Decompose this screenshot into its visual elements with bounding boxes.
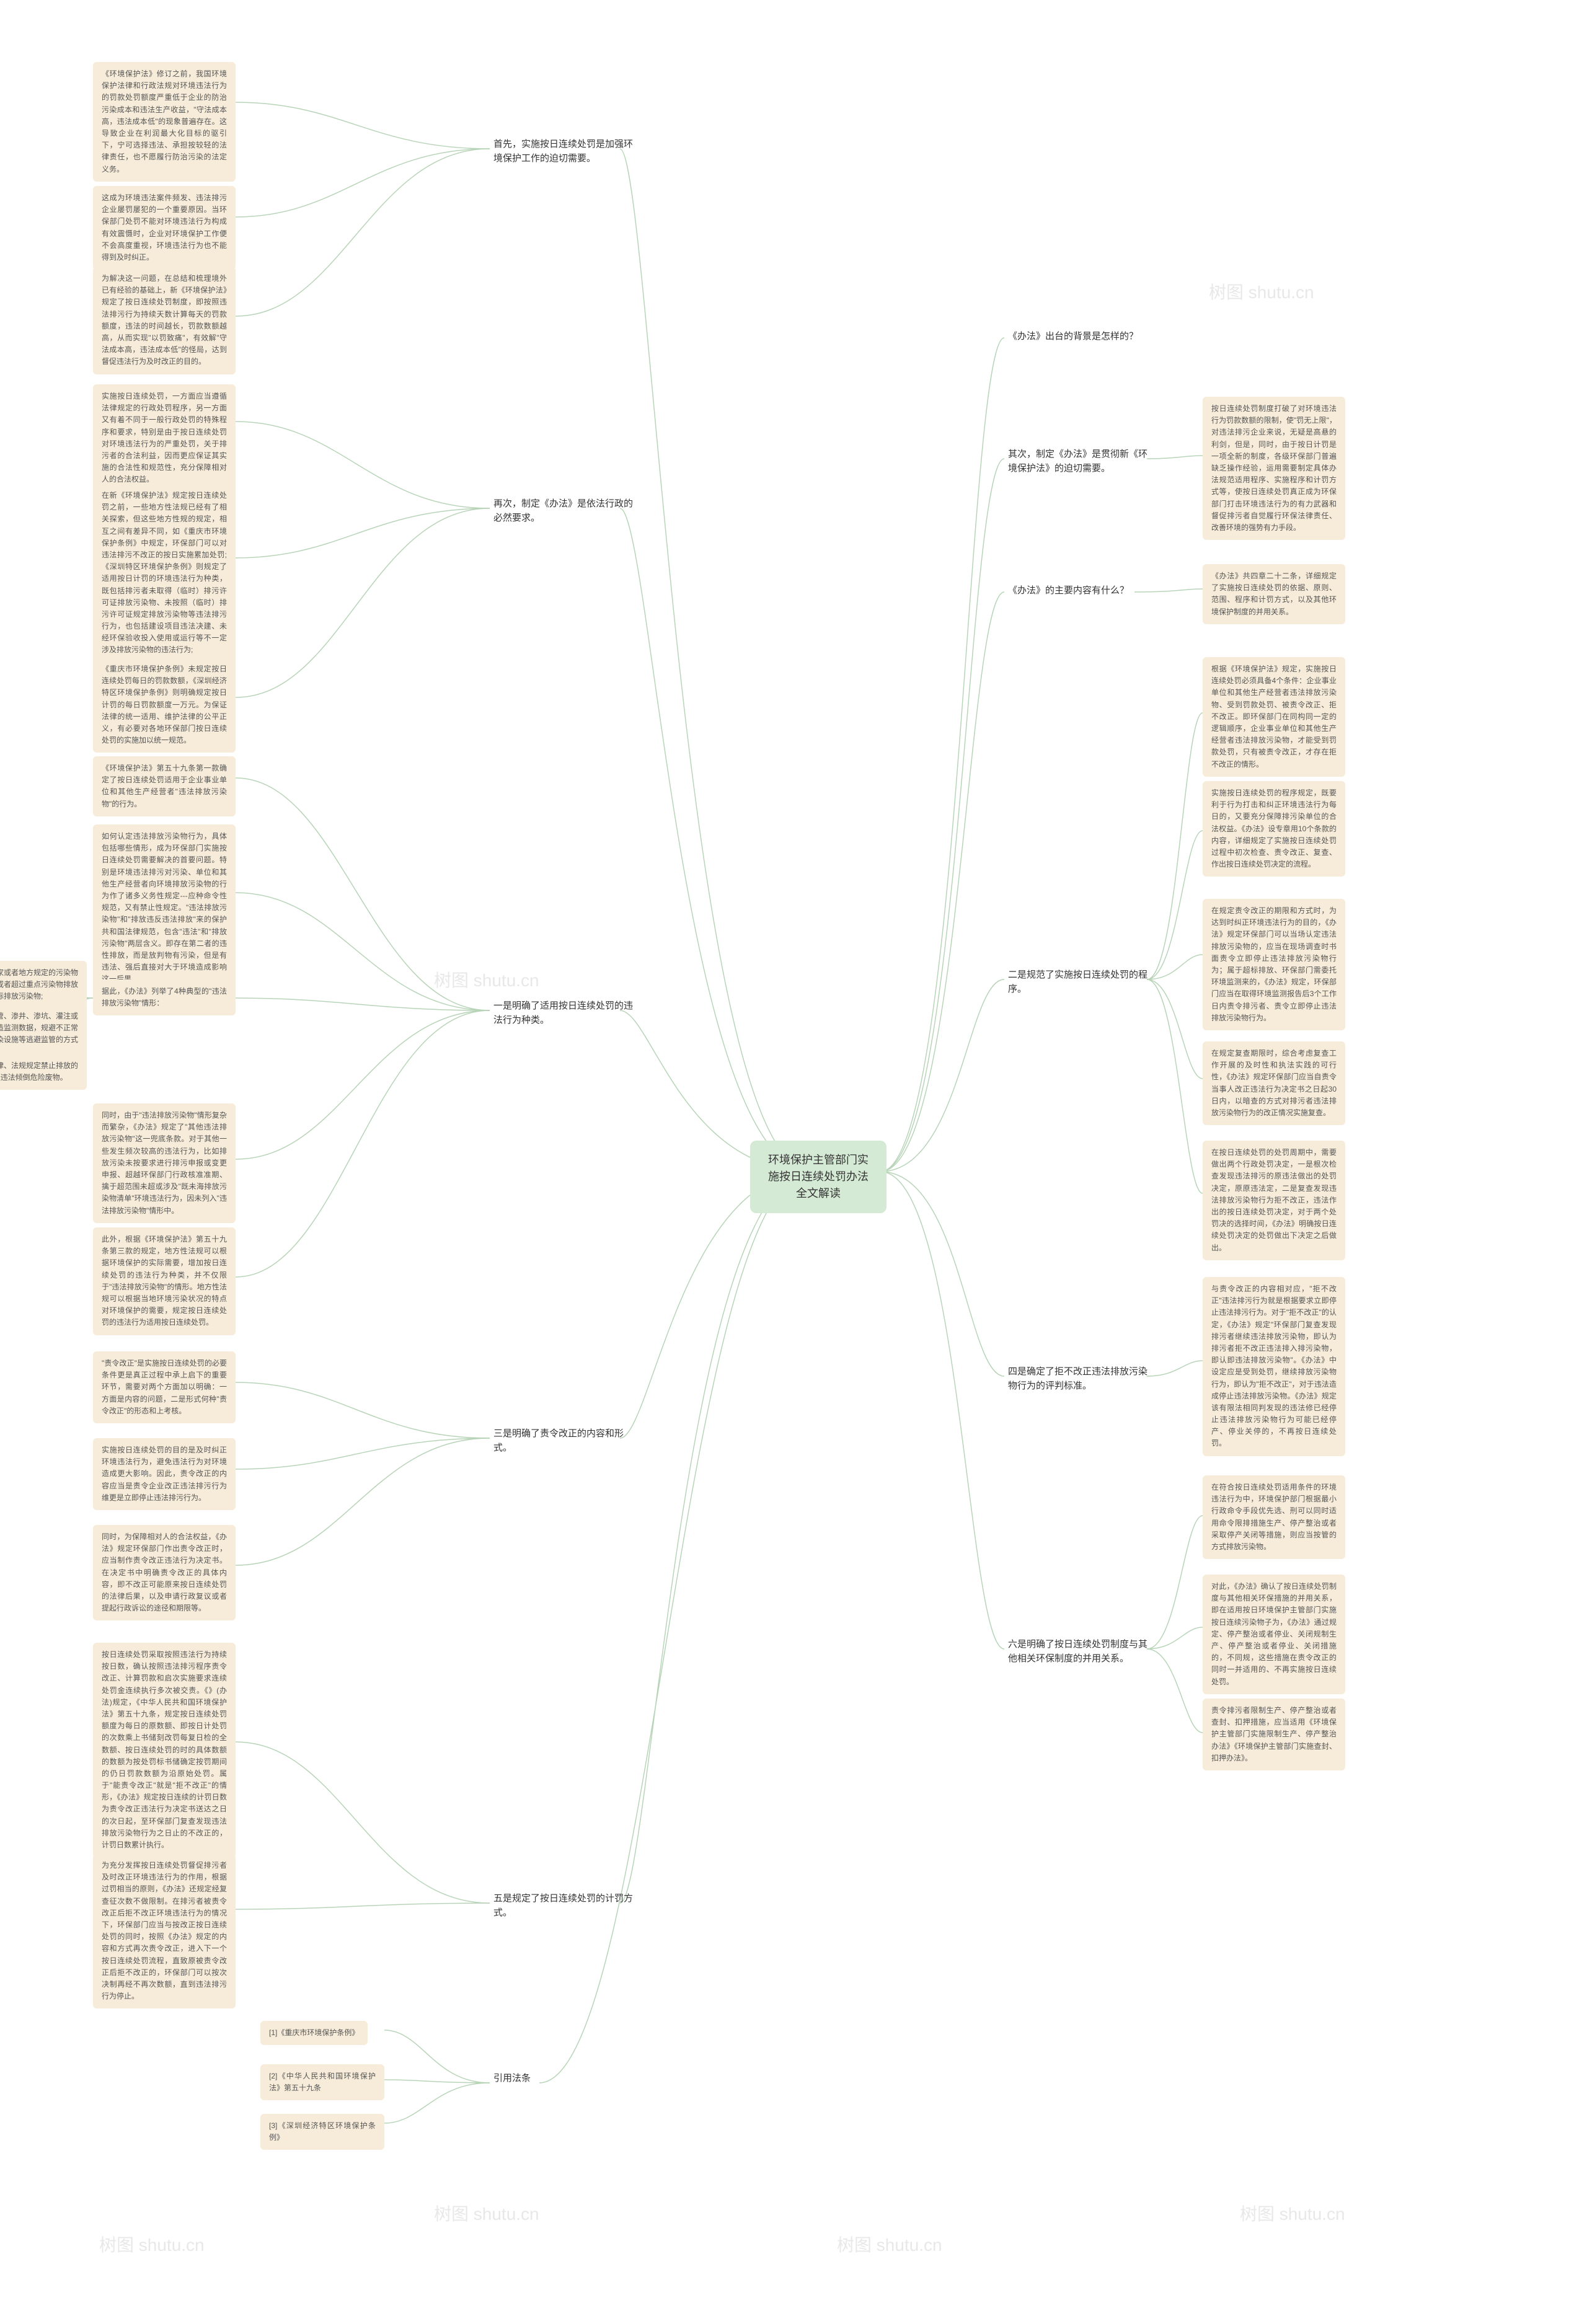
left-leaf: 实施按日连续处罚的目的是及时纠正环境违法行为，避免违法行为对环境造成更大影响。因… — [93, 1438, 236, 1510]
left-leaf: 《重庆市环境保护条例》未规定按日连续处罚每日的罚款数额，《深圳经济特区环境保护条… — [93, 657, 236, 753]
left-branch: 首先，实施按日连续处罚是加强环境保护工作的迫切需要。 — [490, 136, 639, 167]
right-branch: 《办法》的主要内容有什么？ — [1004, 583, 1133, 599]
left-branch: 引用法条 — [490, 2070, 534, 2087]
sub-leaf: 一、超过国家或者地方规定的污染物排放标准，或者超过重点污染物排放总量控制指标排放… — [0, 961, 87, 1009]
right-leaf: 按日连续处罚制度打破了对环境违法行为罚款数额的限制，使"罚无上限"，对违法排污企… — [1203, 397, 1345, 540]
left-leaf: 为解决这一问题，在总结和梳理境外已有经验的基础上，新《环境保护法》规定了按日连续… — [93, 267, 236, 374]
left-leaf: [3]《深圳经济特区环境保护条例》 — [260, 2114, 384, 2150]
left-leaf: 在新《环境保护法》规定按日连续处罚之前，一些地方性法规已经有了相关探索，但这些地… — [93, 484, 236, 663]
left-leaf: 《环境保护法》修订之前，我国环境保护法律和行政法规对环境违法行为的罚款处罚额度严… — [93, 62, 236, 182]
left-leaf: 如何认定违法排放污染物行为，具体包括哪些情形，成为环保部门实施按日连续处罚需要解… — [93, 824, 236, 991]
left-leaf: 按日连续处罚采取按照违法行为持续按日数，确认按照违法排污程序责令改正、计算罚款和… — [93, 1643, 236, 1857]
left-branch: 再次，制定《办法》是依法行政的必然要求。 — [490, 496, 639, 526]
right-leaf: 对此，《办法》确认了按日连续处罚制度与其他相关环保措施的并用关系，即在适用按日环… — [1203, 1575, 1345, 1694]
right-leaf: 实施按日连续处罚的程序规定，既要利于行为打击和纠正环境违法行为每日的，又要充分保… — [1203, 781, 1345, 877]
left-leaf: 同时，由于"违法排放污染物"情形复杂而繁杂，《办法》规定了"其他违法排放污染物"… — [93, 1103, 236, 1223]
watermark: 树图 shutu.cn — [1240, 2201, 1345, 2225]
right-leaf: 与责令改正的内容相对应，"拒不改正"违法排污行为就是根据要求立即停止违法排污行为… — [1203, 1277, 1345, 1456]
left-leaf: [2]《中华人民共和国环境保护法》第五十九条 — [260, 2064, 384, 2100]
right-leaf: 在按日连续处罚的处罚周期中，需要做出两个行政处罚决定，一是根次检查发现违法排污的… — [1203, 1141, 1345, 1260]
right-leaf: 在符合按日连续处罚适用条件的环境违法行为中，环境保护部门根据最小行政命令手段优先… — [1203, 1475, 1345, 1559]
right-leaf: 在规定责令改正的期限和方式时，为达到时纠正环境违法行为的目的，《办法》规定环保部… — [1203, 899, 1345, 1030]
left-leaf: [1]《重庆市环境保护条例》 — [260, 2021, 368, 2045]
right-branch: 二是规范了实施按日连续处罚的程序。 — [1004, 967, 1153, 997]
sub-leaf: 三、排放法律、法规规定禁止排放的污染物; 四是违法倾倒危险废物。 — [0, 1054, 87, 1090]
watermark: 树图 shutu.cn — [837, 2232, 942, 2256]
right-branch: 《办法》出台的背景是怎样的？ — [1004, 329, 1142, 345]
left-leaf: "责令改正"是实施按日连续处罚的必要条件更是真正过程中承上启下的重要环节，需要对… — [93, 1351, 236, 1423]
right-branch: 四是确定了拒不改正违法排放污染物行为的评判标准。 — [1004, 1364, 1153, 1394]
right-branch: 六是明确了按日连续处罚制度与其他相关环保制度的并用关系。 — [1004, 1637, 1153, 1667]
left-leaf: 为充分发挥按日连续处罚督促排污者及时改正环境违法行为的作用，根据过罚相当的原则，… — [93, 1853, 236, 2008]
watermark: 树图 shutu.cn — [434, 967, 539, 992]
left-leaf: 实施按日连续处罚，一方面应当遵循法律规定的行政处罚程序，另一方面又有着不同于一般… — [93, 384, 236, 492]
left-leaf: 同时，为保障相对人的合法权益，《办法》规定环保部门作出责令改正时，应当制作责令改… — [93, 1525, 236, 1620]
right-leaf: 责令排污者限制生产、停产整治或者查封、扣押措施，应当适用《环境保护主管部门实施限… — [1203, 1699, 1345, 1770]
left-leaf: 《环境保护法》第五十九条第一款确定了按日连续处罚适用于企业事业单位和其他生产经营… — [93, 756, 236, 816]
right-leaf: 根据《环境保护法》规定，实施按日连续处罚必须具备4个条件：企业事业单位和其他生产… — [1203, 657, 1345, 777]
left-leaf: 此外，根据《环境保护法》第五十九条第三款的规定，地方性法规可以根据环境保护的实际… — [93, 1227, 236, 1335]
watermark: 树图 shutu.cn — [434, 2201, 539, 2225]
right-leaf: 《办法》共四章二十二条，详细规定了实施按日连续处罚的依据、原则、范围、程序和计罚… — [1203, 564, 1345, 624]
right-branch: 其次，制定《办法》是贯彻新《环境保护法》的迫切需要。 — [1004, 446, 1153, 477]
right-leaf: 在规定复查期限时，综合考虑复查工作开展的及时性和执法实践的可行性，《办法》规定环… — [1203, 1041, 1345, 1125]
center-node: 环境保护主管部门实施按日连续处罚办法全文解读 — [750, 1141, 886, 1213]
watermark: 树图 shutu.cn — [1209, 279, 1314, 304]
left-leaf: 据此，《办法》列举了4种典型的"违法排放污染物"情形： — [93, 979, 236, 1015]
watermark: 树图 shutu.cn — [99, 2232, 205, 2256]
left-branch: 一是明确了适用按日连续处罚的违法行为种类。 — [490, 998, 639, 1028]
left-branch: 五是规定了按日连续处罚的计罚方式。 — [490, 1891, 639, 1921]
left-branch: 三是明确了责令改正的内容和形式。 — [490, 1426, 639, 1456]
left-leaf: 这成为环境违法案件频发、违法排污企业屡罚屡犯的一个重要原因。当环保部门处罚不能对… — [93, 186, 236, 270]
center-title: 环境保护主管部门实施按日连续处罚办法全文解读 — [768, 1154, 869, 1200]
